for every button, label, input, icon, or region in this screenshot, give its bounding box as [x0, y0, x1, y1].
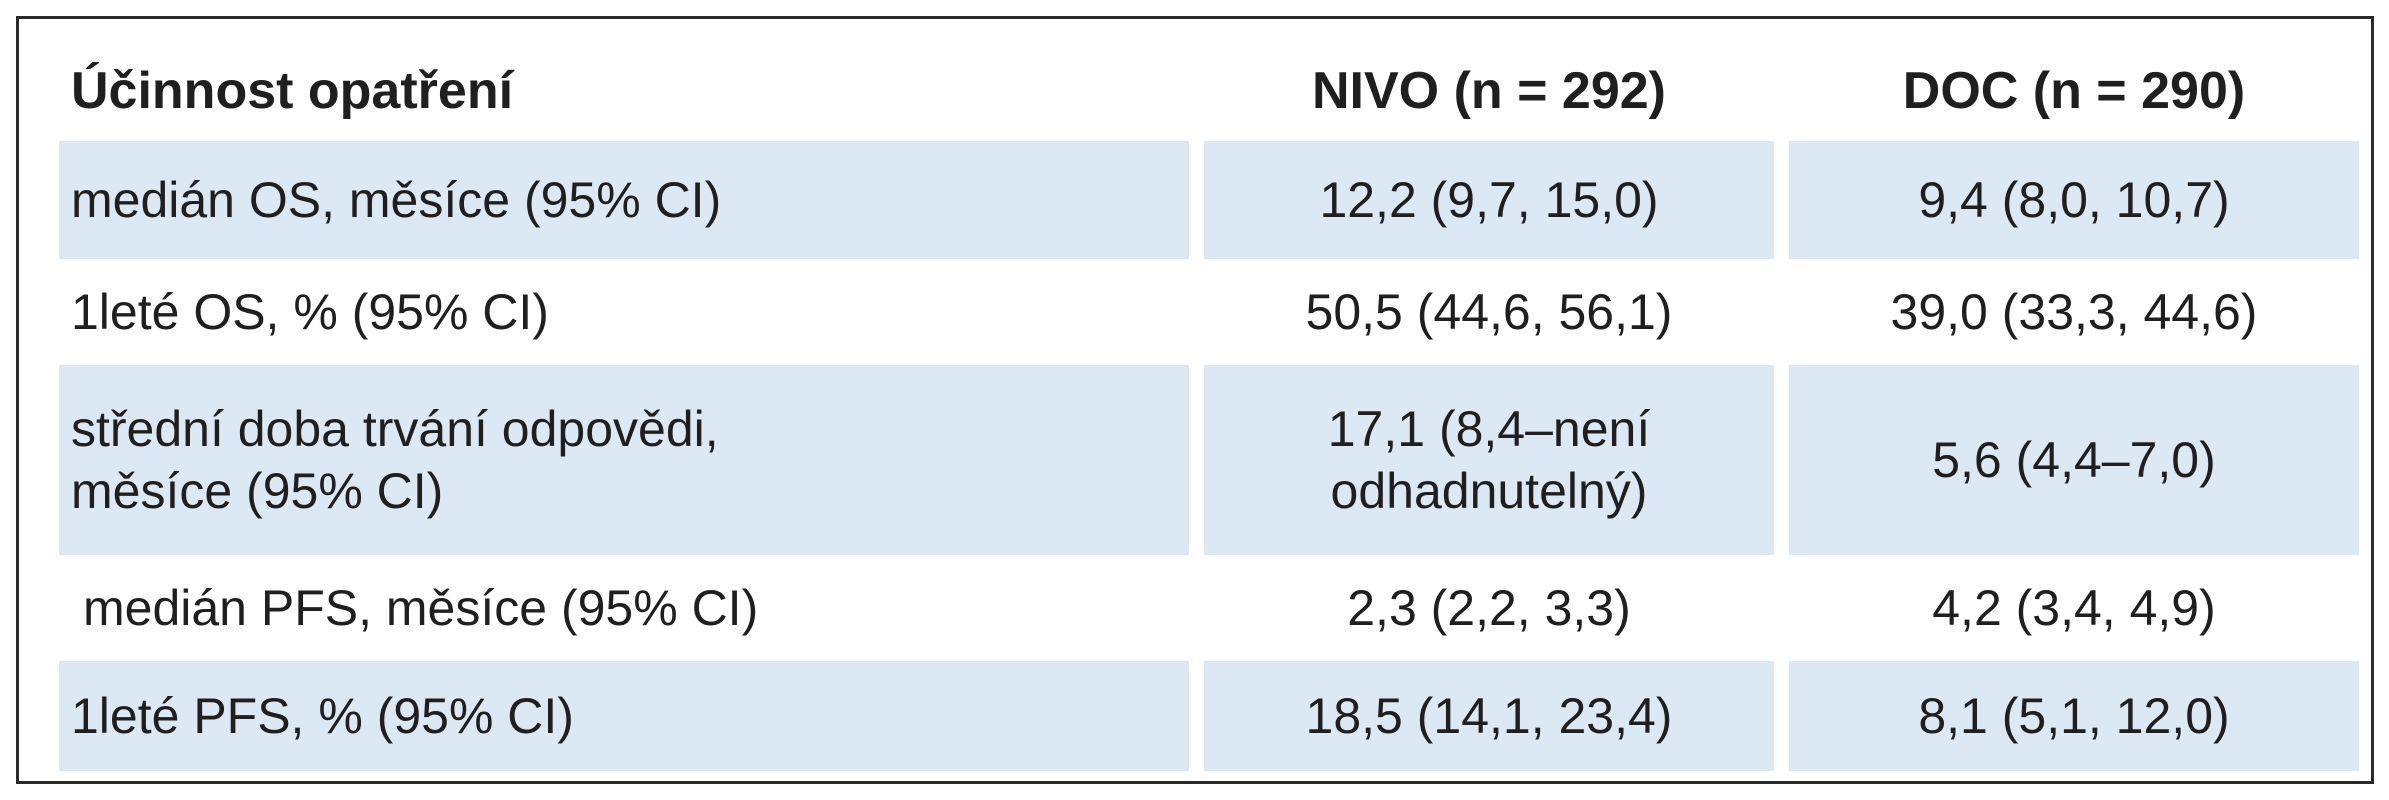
row-median-os-doc: 9,4 (8,0, 10,7): [1789, 141, 2359, 259]
row-1yr-pfs-label: 1leté PFS, % (95% CI): [59, 661, 1189, 771]
row-1yr-pfs-doc: 8,1 (5,1, 12,0): [1789, 661, 2359, 771]
row-1yr-os-doc: 39,0 (33,3, 44,6): [1890, 284, 2258, 340]
row-duration-response-label: střední doba trvání odpovědi, měsíce (95…: [59, 365, 1189, 555]
row-1yr-pfs-nivo: 18,5 (14,1, 23,4): [1204, 661, 1774, 771]
table-frame: Účinnost opatření NIVO (n = 292) DOC (n …: [16, 16, 2374, 784]
row-median-pfs-doc: 4,2 (3,4, 4,9): [1932, 580, 2216, 636]
efficacy-table: Účinnost opatření NIVO (n = 292) DOC (n …: [59, 41, 2359, 771]
row-median-pfs-nivo: 2,3 (2,2, 3,3): [1347, 580, 1631, 636]
row-median-pfs-label: medián PFS, měsíce (95% CI): [83, 580, 759, 636]
header-nivo: NIVO (n = 292): [1312, 62, 1666, 120]
row-duration-response-nivo: 17,1 (8,4–není odhadnutelný): [1204, 365, 1774, 555]
header-measure: Účinnost opatření: [71, 62, 514, 120]
row-median-os-label: medián OS, měsíce (95% CI): [59, 141, 1189, 259]
row-median-os-nivo: 12,2 (9,7, 15,0): [1204, 141, 1774, 259]
row-1yr-os-nivo: 50,5 (44,6, 56,1): [1305, 284, 1673, 340]
row-1yr-os-label: 1leté OS, % (95% CI): [71, 284, 549, 340]
row-duration-response-doc: 5,6 (4,4–7,0): [1789, 365, 2359, 555]
header-doc: DOC (n = 290): [1902, 62, 2246, 120]
